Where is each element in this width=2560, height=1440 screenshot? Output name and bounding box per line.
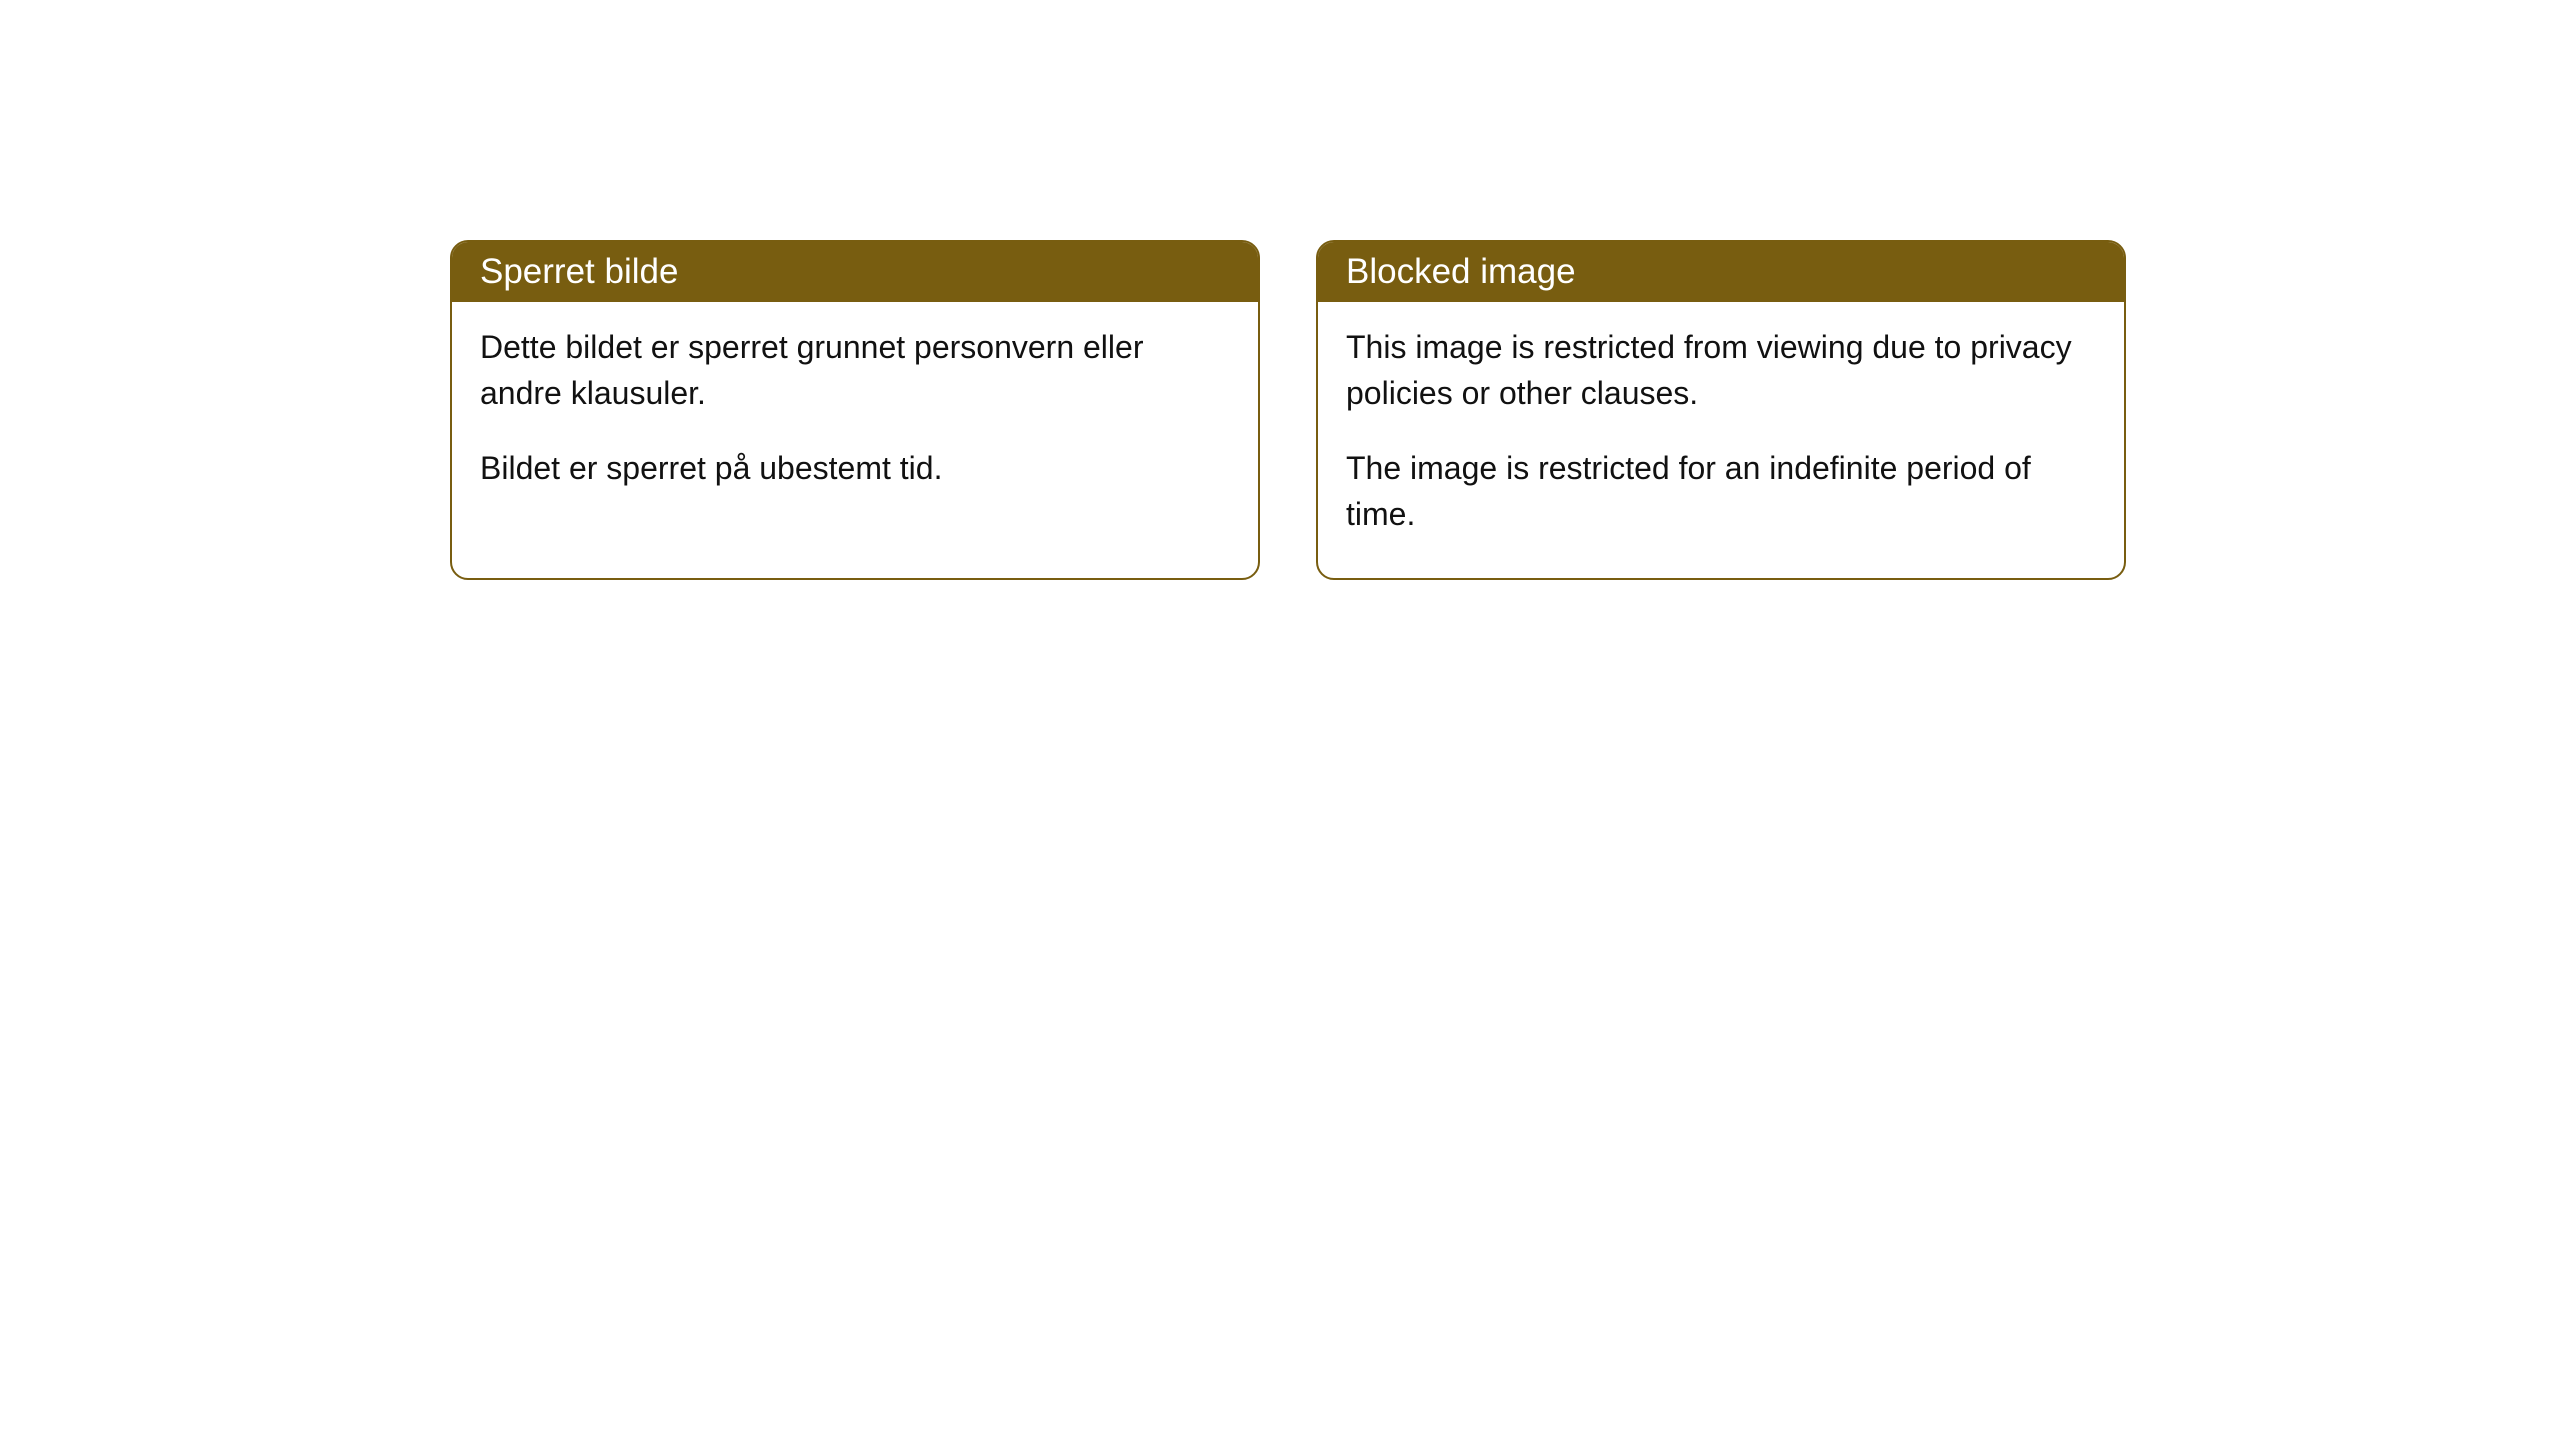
notice-card-english: Blocked image This image is restricted f… <box>1316 240 2126 580</box>
card-header: Blocked image <box>1318 242 2124 302</box>
notice-cards-container: Sperret bilde Dette bildet er sperret gr… <box>450 240 2126 580</box>
card-title: Blocked image <box>1346 252 1576 291</box>
card-paragraph: This image is restricted from viewing du… <box>1346 324 2096 417</box>
notice-card-norwegian: Sperret bilde Dette bildet er sperret gr… <box>450 240 1260 580</box>
card-paragraph: Dette bildet er sperret grunnet personve… <box>480 324 1230 417</box>
card-header: Sperret bilde <box>452 242 1258 302</box>
card-body: Dette bildet er sperret grunnet personve… <box>452 302 1258 531</box>
card-paragraph: The image is restricted for an indefinit… <box>1346 445 2096 538</box>
card-title: Sperret bilde <box>480 252 678 291</box>
card-paragraph: Bildet er sperret på ubestemt tid. <box>480 445 1230 491</box>
card-body: This image is restricted from viewing du… <box>1318 302 2124 578</box>
